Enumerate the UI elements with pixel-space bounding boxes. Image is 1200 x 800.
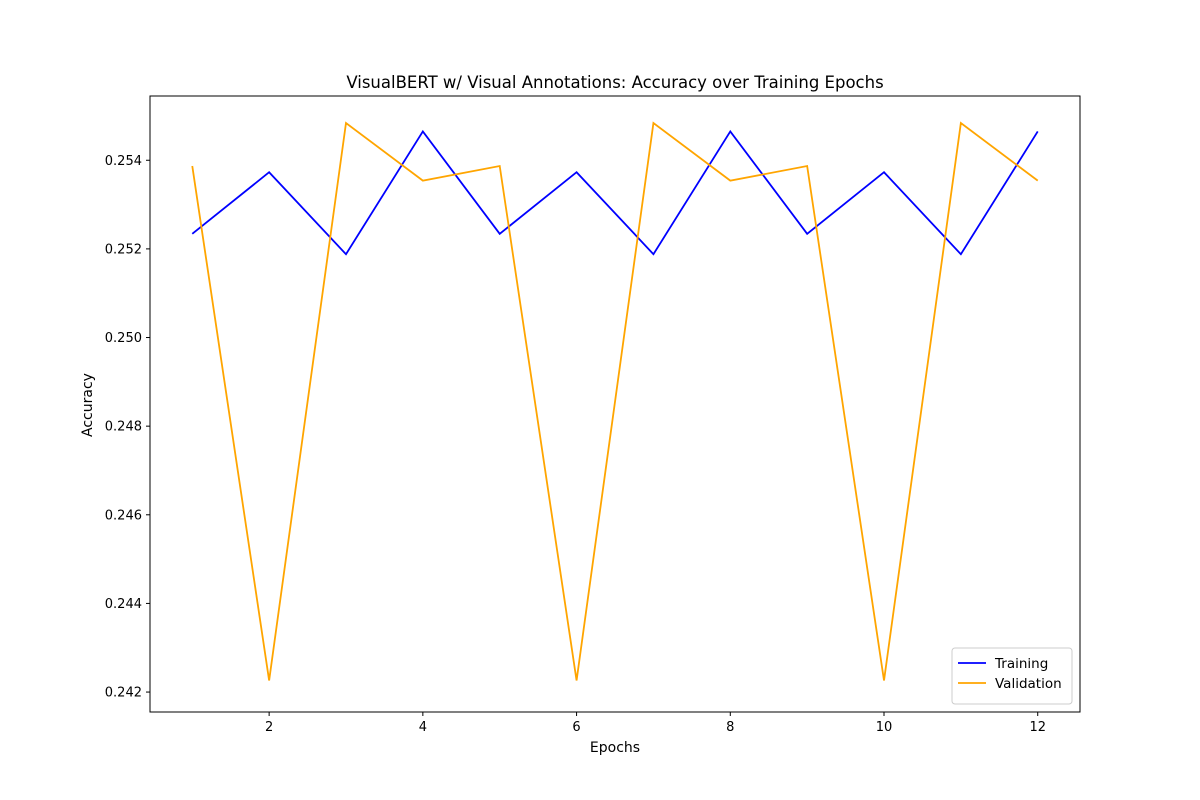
legend-label-training: Training bbox=[994, 656, 1048, 672]
x-tick-label: 10 bbox=[876, 720, 893, 735]
y-tick-label: 0.242 bbox=[105, 686, 142, 701]
x-tick-label: 2 bbox=[265, 720, 273, 735]
y-tick-label: 0.252 bbox=[105, 242, 142, 257]
y-tick-label: 0.254 bbox=[105, 154, 142, 169]
plot-frame bbox=[149, 95, 1081, 713]
legend-label-validation: Validation bbox=[995, 676, 1062, 692]
y-tick-label: 0.248 bbox=[105, 420, 142, 435]
y-axis-title: Accuracy bbox=[80, 373, 96, 437]
series-layer bbox=[191, 121, 1039, 681]
y-axis-ticks: 0.242 0.244 0.246 0.248 0.250 0.252 0.254 bbox=[105, 154, 150, 701]
legend: Training Validation bbox=[951, 647, 1073, 705]
x-axis-title: Epochs bbox=[590, 740, 640, 756]
x-tick-label: 8 bbox=[726, 720, 734, 735]
series-line-validation bbox=[191, 121, 1039, 681]
x-tick-label: 4 bbox=[419, 720, 427, 735]
chart-title: VisualBERT w/ Visual Annotations: Accura… bbox=[346, 73, 883, 92]
plot-area bbox=[149, 95, 1081, 713]
x-axis-ticks: 2 4 6 8 10 12 bbox=[265, 712, 1046, 735]
x-tick-label: 12 bbox=[1029, 720, 1046, 735]
x-tick-label: 6 bbox=[572, 720, 580, 735]
y-tick-label: 0.244 bbox=[105, 597, 142, 612]
y-tick-label: 0.246 bbox=[105, 508, 142, 523]
series-line-training bbox=[191, 129, 1039, 256]
y-tick-label: 0.250 bbox=[105, 331, 142, 346]
legend-box bbox=[951, 647, 1073, 705]
